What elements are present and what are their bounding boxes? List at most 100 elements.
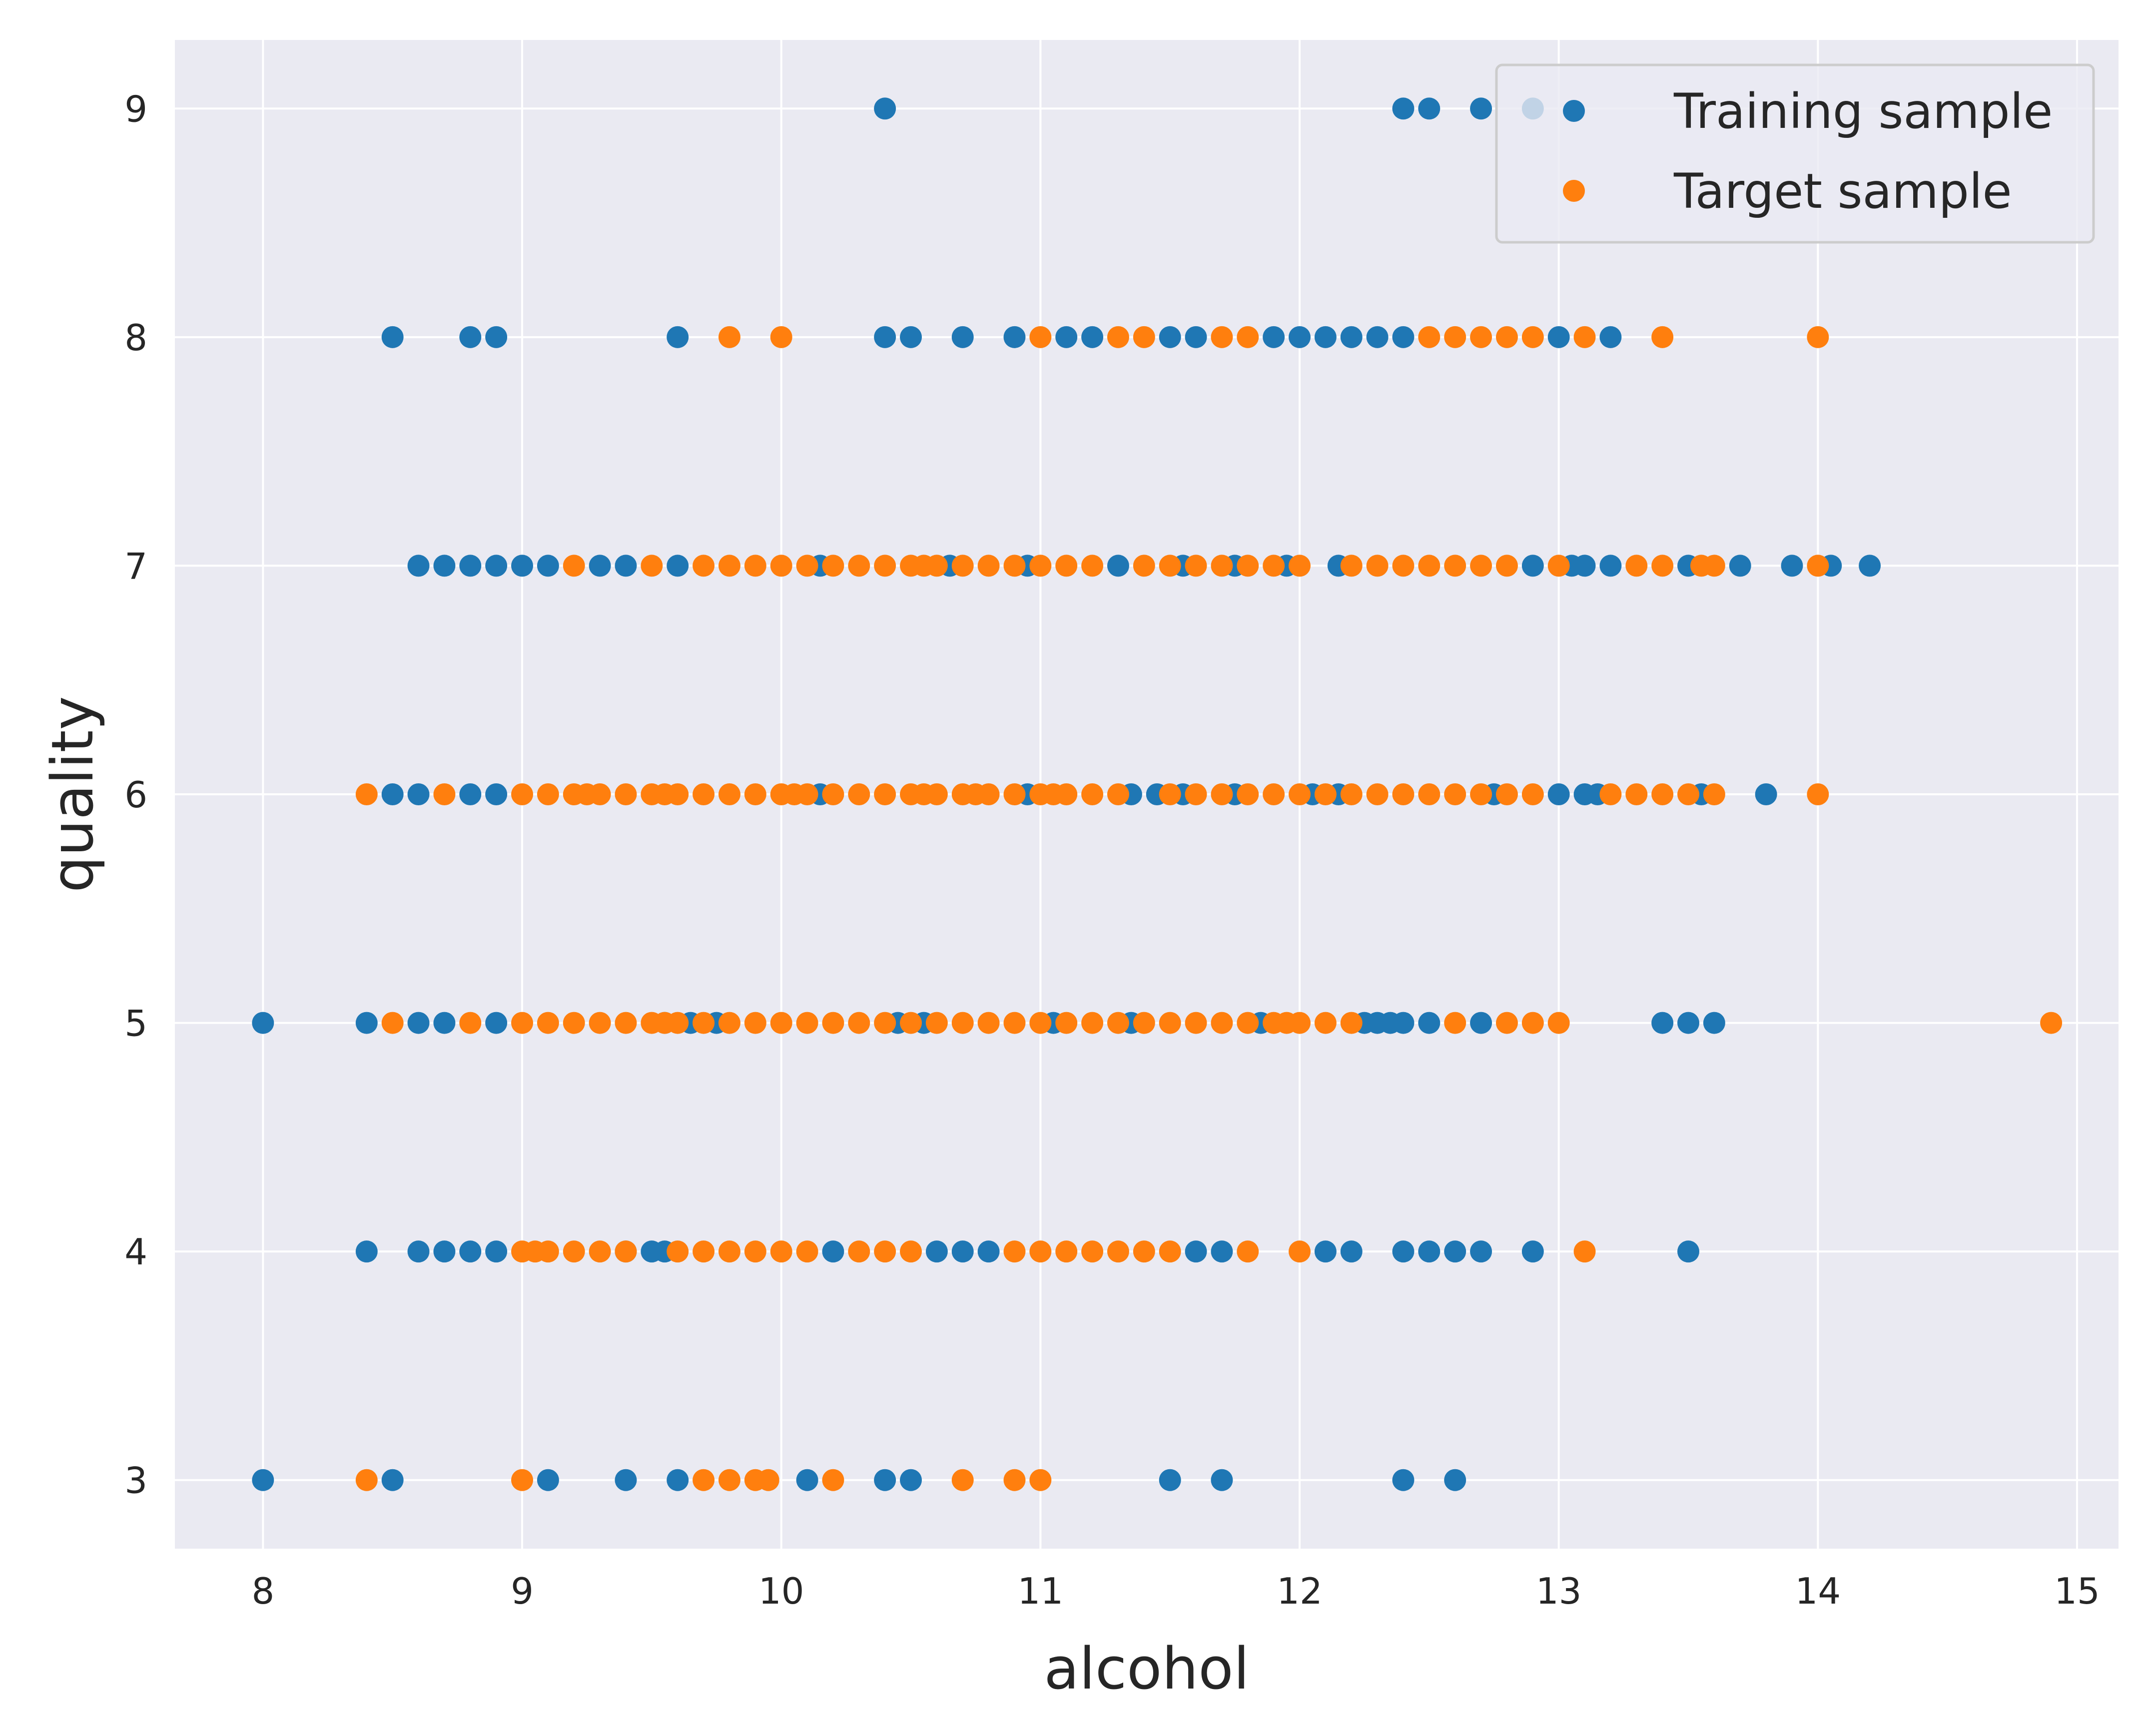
data-point: [874, 783, 896, 805]
data-point: [925, 1240, 948, 1263]
data-point: [511, 783, 534, 805]
data-point: [1807, 783, 1829, 805]
data-point: [1133, 1240, 1155, 1263]
data-point: [1211, 783, 1233, 805]
data-point: [615, 1240, 637, 1263]
data-point: [1263, 783, 1285, 805]
data-point: [1677, 783, 1700, 805]
data-point: [1470, 1012, 1492, 1034]
legend: Training sample Target sample: [1495, 63, 2095, 244]
data-point: [1470, 97, 1492, 120]
data-point: [1055, 1012, 1078, 1034]
y-tick-label: 5: [124, 1003, 147, 1045]
data-point: [1081, 555, 1104, 577]
data-point: [1444, 326, 1466, 348]
data-point: [1444, 783, 1466, 805]
data-point: [667, 783, 689, 805]
data-point: [667, 1012, 689, 1034]
data-point: [589, 1240, 611, 1263]
data-point: [1599, 555, 1622, 577]
data-point: [1237, 783, 1259, 805]
data-point: [718, 1469, 740, 1491]
data-point: [1729, 555, 1751, 577]
data-point: [900, 1469, 922, 1491]
data-point: [589, 783, 611, 805]
data-point: [1185, 555, 1207, 577]
data-point: [1185, 326, 1207, 348]
data-point: [1807, 326, 1829, 348]
data-point: [1573, 1240, 1596, 1263]
data-point: [822, 1240, 844, 1263]
data-point: [822, 1469, 844, 1491]
data-point: [757, 1469, 779, 1491]
data-point: [693, 1240, 715, 1263]
data-point: [1159, 1012, 1181, 1034]
data-point: [1418, 1240, 1440, 1263]
data-point: [1289, 1012, 1311, 1034]
data-point: [951, 555, 974, 577]
data-point: [615, 783, 637, 805]
legend-marker-target: [1563, 180, 1585, 202]
data-point: [1859, 555, 1881, 577]
x-tick-label: 12: [1277, 1570, 1323, 1612]
data-point: [433, 1240, 456, 1263]
data-point: [1703, 783, 1725, 805]
data-point: [1133, 555, 1155, 577]
data-point: [874, 555, 896, 577]
data-point: [1081, 1240, 1104, 1263]
data-point: [433, 1012, 456, 1034]
data-point: [1237, 1240, 1259, 1263]
data-point: [693, 1469, 715, 1491]
data-point: [1418, 783, 1440, 805]
data-point: [1211, 1240, 1233, 1263]
data-point: [770, 1012, 792, 1034]
data-point: [1107, 783, 1129, 805]
data-point: [381, 1469, 404, 1491]
data-point: [744, 1240, 766, 1263]
x-tick-label: 11: [1018, 1570, 1064, 1612]
data-point: [874, 97, 896, 120]
data-point: [718, 326, 740, 348]
data-point: [537, 555, 559, 577]
data-point: [1781, 555, 1803, 577]
data-point: [1470, 1240, 1492, 1263]
data-point: [511, 1469, 534, 1491]
data-point: [589, 555, 611, 577]
data-point: [1418, 97, 1440, 120]
data-point: [1055, 326, 1078, 348]
data-point: [563, 1240, 585, 1263]
data-point: [1418, 555, 1440, 577]
data-point: [1625, 783, 1648, 805]
data-point: [1599, 783, 1622, 805]
data-point: [770, 555, 792, 577]
data-point: [1677, 1240, 1700, 1263]
data-point: [900, 326, 922, 348]
data-point: [615, 1469, 637, 1491]
x-axis-label: alcohol: [1044, 1636, 1249, 1703]
y-tick-label: 6: [124, 774, 147, 816]
data-point: [1029, 555, 1052, 577]
data-point: [459, 1240, 482, 1263]
data-point: [718, 1012, 740, 1034]
data-point: [1055, 1240, 1078, 1263]
data-point: [1340, 555, 1363, 577]
data-point: [1003, 1012, 1026, 1034]
data-point: [537, 1240, 559, 1263]
data-point: [667, 1240, 689, 1263]
data-point: [1470, 555, 1492, 577]
tick-labels: 8 9 10 11 12 13 14 15 3 4 5 6 7 8 9: [124, 88, 2100, 1612]
data-point: [615, 1012, 637, 1034]
data-point: [252, 1012, 274, 1034]
data-point: [874, 326, 896, 348]
data-point: [744, 1012, 766, 1034]
data-point: [1340, 1012, 1363, 1034]
data-point: [951, 1240, 974, 1263]
data-point: [1133, 326, 1155, 348]
data-point: [1547, 1012, 1570, 1034]
x-tick-label: 8: [251, 1570, 274, 1612]
data-point: [1055, 783, 1078, 805]
data-point: [1237, 326, 1259, 348]
data-point: [1107, 1012, 1129, 1034]
data-point: [770, 326, 792, 348]
